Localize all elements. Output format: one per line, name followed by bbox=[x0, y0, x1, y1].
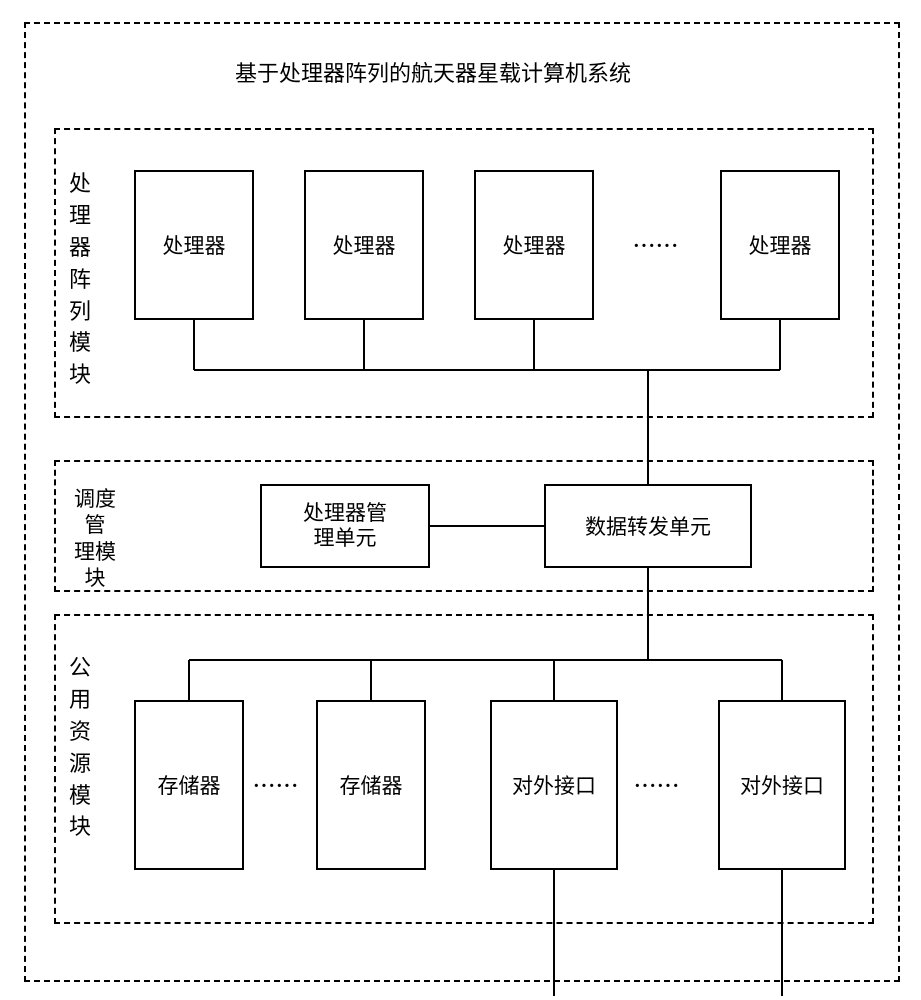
char: 阵 bbox=[69, 264, 91, 296]
data-forward-unit-box: 数据转发单元 bbox=[544, 484, 752, 568]
char: 模 bbox=[69, 780, 91, 812]
data-forward-unit-text: 数据转发单元 bbox=[585, 511, 711, 541]
processor-mgmt-unit-box: 处理器管 理单元 bbox=[260, 484, 430, 568]
external-interface-box-1-text: 对外接口 bbox=[512, 770, 596, 800]
processor-box-1-text: 处理器 bbox=[163, 230, 226, 260]
memory-box-1-text: 存储器 bbox=[158, 770, 221, 800]
row: 理模块 bbox=[72, 539, 118, 592]
schedule-mgmt-module-label: 调度管 理模块 bbox=[72, 486, 118, 591]
char: 用 bbox=[69, 684, 91, 716]
processor-mgmt-unit-text: 处理器管 理单元 bbox=[303, 501, 387, 551]
processor-ellipsis: ······ bbox=[633, 236, 679, 256]
row: 调度管 bbox=[72, 486, 118, 539]
processor-array-module-label: 处 理 器 阵 列 模 块 bbox=[69, 168, 91, 391]
char: 公 bbox=[69, 652, 91, 684]
char: 块 bbox=[69, 811, 91, 843]
processor-box-3: 处理器 bbox=[474, 170, 594, 320]
char: 处 bbox=[69, 168, 91, 200]
char: 列 bbox=[69, 296, 91, 328]
processor-box-1: 处理器 bbox=[134, 170, 254, 320]
processor-box-4: 处理器 bbox=[720, 170, 840, 320]
char: 理 bbox=[69, 200, 91, 232]
memory-box-1: 存储器 bbox=[134, 700, 244, 870]
interface-ellipsis: ······ bbox=[634, 776, 680, 796]
char: 块 bbox=[69, 359, 91, 391]
line1: 处理器管 bbox=[303, 501, 387, 526]
processor-box-2: 处理器 bbox=[304, 170, 424, 320]
line2: 理单元 bbox=[303, 526, 387, 551]
processor-box-4-text: 处理器 bbox=[749, 230, 812, 260]
char: 资 bbox=[69, 716, 91, 748]
char: 模 bbox=[69, 327, 91, 359]
char: 源 bbox=[69, 748, 91, 780]
memory-box-2: 存储器 bbox=[316, 700, 426, 870]
memory-box-2-text: 存储器 bbox=[340, 770, 403, 800]
processor-box-2-text: 处理器 bbox=[333, 230, 396, 260]
external-interface-box-2-text: 对外接口 bbox=[740, 770, 824, 800]
public-resource-module-label: 公 用 资 源 模 块 bbox=[69, 652, 91, 843]
memory-ellipsis: ······ bbox=[253, 776, 299, 796]
system-title: 基于处理器阵列的航天器星载计算机系统 bbox=[235, 56, 631, 88]
char: 器 bbox=[69, 232, 91, 264]
processor-box-3-text: 处理器 bbox=[503, 230, 566, 260]
external-interface-box-2: 对外接口 bbox=[718, 700, 846, 870]
external-interface-box-1: 对外接口 bbox=[490, 700, 618, 870]
